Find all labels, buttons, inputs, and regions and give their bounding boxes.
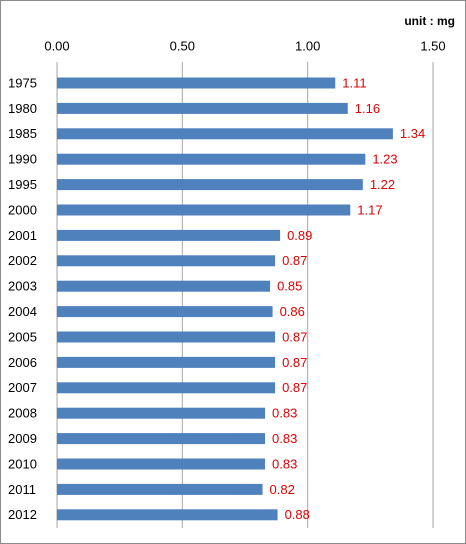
y-tick-label: 2000 bbox=[8, 202, 37, 217]
bar bbox=[57, 433, 266, 445]
bar bbox=[57, 407, 266, 419]
value-label: 0.82 bbox=[270, 482, 295, 497]
value-label: 1.16 bbox=[355, 101, 380, 116]
bar bbox=[57, 382, 276, 394]
y-tick-label: 2012 bbox=[8, 507, 37, 522]
value-label: 0.87 bbox=[282, 329, 307, 344]
bar bbox=[57, 102, 348, 114]
bar bbox=[57, 458, 266, 470]
value-label: 0.87 bbox=[282, 380, 307, 395]
y-tick-label: 2011 bbox=[8, 482, 36, 497]
value-label: 1.23 bbox=[372, 152, 397, 167]
y-tick-label: 1985 bbox=[8, 126, 37, 141]
bar bbox=[57, 179, 363, 191]
bar bbox=[57, 229, 281, 241]
bar bbox=[57, 204, 351, 216]
y-tick-label: 2006 bbox=[8, 355, 37, 370]
y-tick-label: 2007 bbox=[8, 380, 37, 395]
value-label: 1.34 bbox=[400, 126, 425, 141]
value-label: 0.85 bbox=[277, 279, 302, 294]
value-label: 0.89 bbox=[287, 228, 312, 243]
y-tick-label: 2003 bbox=[8, 279, 37, 294]
value-label: 0.87 bbox=[282, 253, 307, 268]
y-tick-label: 1980 bbox=[8, 101, 37, 116]
bar bbox=[57, 128, 393, 140]
value-label: 0.83 bbox=[272, 406, 297, 421]
x-tick-label: 0.50 bbox=[170, 38, 195, 53]
value-label: 1.22 bbox=[370, 177, 395, 192]
y-tick-label: 1975 bbox=[8, 75, 37, 90]
bar bbox=[57, 306, 273, 318]
y-tick-label: 2010 bbox=[8, 456, 37, 471]
bar bbox=[57, 483, 263, 495]
bar bbox=[57, 77, 336, 89]
x-tick-label: 0.00 bbox=[44, 38, 69, 53]
bar bbox=[57, 356, 276, 368]
unit-annotation: unit : mg bbox=[404, 14, 455, 28]
value-label: 0.86 bbox=[280, 304, 305, 319]
bar bbox=[57, 331, 276, 343]
bar bbox=[57, 153, 366, 165]
value-label: 0.83 bbox=[272, 456, 297, 471]
y-tick-label: 2005 bbox=[8, 329, 37, 344]
bar bbox=[57, 509, 278, 521]
x-tick-label: 1.00 bbox=[295, 38, 320, 53]
x-tick-label: 1.50 bbox=[420, 38, 445, 53]
value-label: 0.87 bbox=[282, 355, 307, 370]
value-label: 0.83 bbox=[272, 431, 297, 446]
y-tick-label: 1995 bbox=[8, 177, 37, 192]
value-label: 1.17 bbox=[357, 202, 382, 217]
y-tick-label: 2009 bbox=[8, 431, 37, 446]
y-tick-label: 2008 bbox=[8, 406, 37, 421]
bar bbox=[57, 280, 271, 292]
y-tick-label: 1990 bbox=[8, 152, 37, 167]
y-tick-label: 2004 bbox=[8, 304, 37, 319]
value-label: 1.11 bbox=[342, 75, 366, 90]
y-tick-label: 2001 bbox=[8, 228, 37, 243]
y-tick-label: 2002 bbox=[8, 253, 37, 268]
bar bbox=[57, 255, 276, 267]
value-label: 0.88 bbox=[285, 507, 310, 522]
